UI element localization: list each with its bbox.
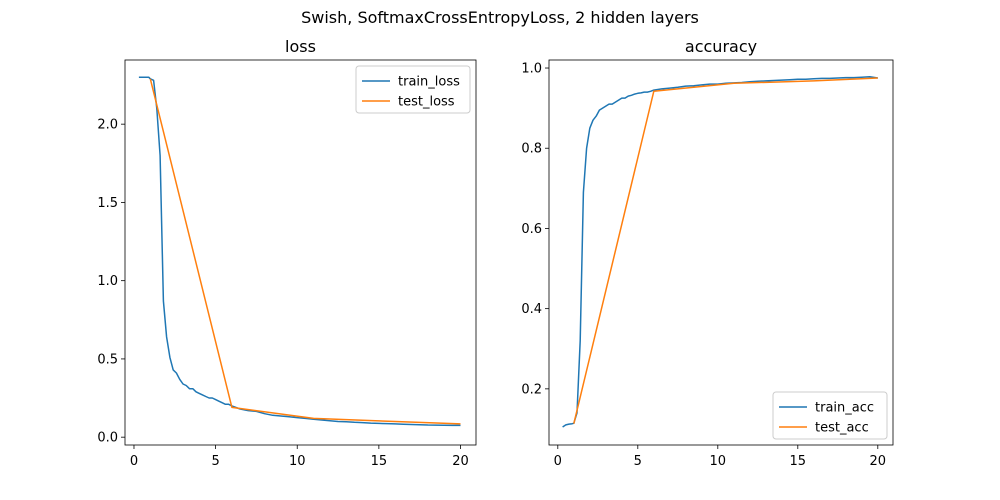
figure-suptitle: Swish, SoftmaxCrossEntropyLoss, 2 hidden… — [301, 8, 699, 27]
y-tick-label: 0.0 — [97, 431, 118, 446]
y-tick-label: 2.0 — [97, 118, 118, 133]
loss-subplot: loss 0 5 10 15 20 0.0 0.5 1.0 1.5 2.0 train_losstes… — [97, 37, 477, 469]
y-tick-label: 1.0 — [521, 62, 542, 77]
series-line-test_acc — [573, 77, 878, 424]
y-tick-label: 0.8 — [521, 142, 542, 157]
subplot-title: loss — [285, 37, 316, 56]
x-tick-label: 0 — [554, 454, 562, 469]
x-tick-label: 15 — [371, 454, 388, 469]
axes-frame — [548, 59, 894, 446]
legend-label-test_loss: test_loss — [398, 95, 455, 110]
series-line-train_loss — [138, 76, 461, 427]
x-tick-label: 10 — [710, 454, 727, 469]
legend-label-test_acc: test_acc — [815, 421, 869, 436]
accuracy-subplot: accuracy 0 5 10 15 20 0.2 0.4 0.6 0.8 1.0 train_acc… — [521, 37, 894, 469]
legend: train_loss test_loss — [355, 65, 471, 114]
axes-frame — [124, 59, 477, 446]
series-line-test_loss — [149, 78, 461, 425]
x-tick-label: 0 — [130, 454, 138, 469]
x-tick-label: 15 — [790, 454, 807, 469]
y-tick-label: 1.0 — [97, 274, 118, 289]
x-tick-label: 5 — [634, 454, 642, 469]
y-tick-label: 1.5 — [97, 196, 118, 211]
y-tick-label: 0.4 — [521, 302, 542, 317]
y-tick-label: 0.5 — [97, 352, 118, 367]
x-tick-label: 20 — [870, 454, 887, 469]
x-tick-label: 20 — [452, 454, 469, 469]
y-tick-label: 0.2 — [521, 382, 542, 397]
y-tick-label: 0.6 — [521, 222, 542, 237]
subplot-title: accuracy — [685, 37, 757, 56]
series-line-train_acc — [562, 76, 878, 428]
x-tick-label: 5 — [211, 454, 219, 469]
legend-label-train_acc: train_acc — [815, 401, 874, 416]
x-tick-label: 10 — [289, 454, 306, 469]
legend: train_acc test_acc — [772, 391, 888, 440]
legend-label-train_loss: train_loss — [398, 75, 460, 90]
